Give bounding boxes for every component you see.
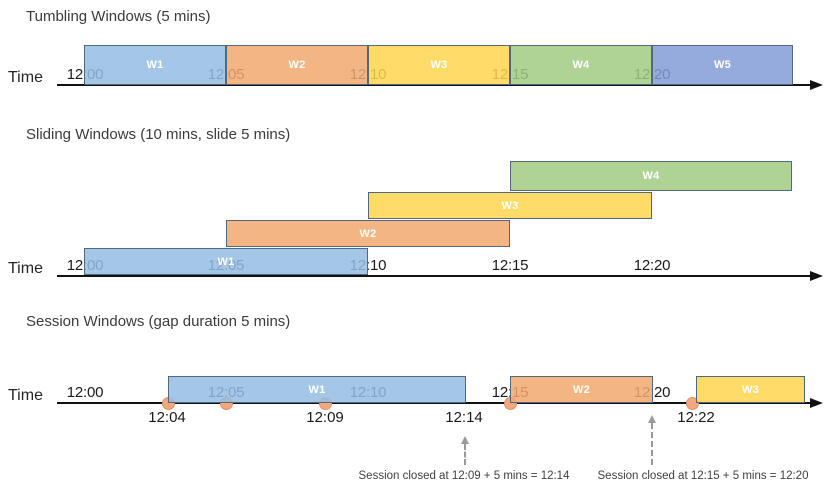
- tumbling-window-label: W5: [713, 59, 732, 71]
- sliding-window-label: W2: [359, 227, 377, 240]
- tumbling-time-axis: [57, 84, 810, 86]
- tumbling-window-w4: W4: [510, 45, 652, 85]
- tumbling-window-label: W2: [288, 59, 306, 71]
- event-time-label: 12:04: [148, 409, 186, 426]
- session-closed-arrow-stem: [464, 444, 466, 465]
- session-window-label: W1: [308, 383, 326, 396]
- tumbling-window-w5: W5: [652, 45, 793, 85]
- session-window-label: W2: [572, 383, 591, 396]
- sliding-window-label: W4: [642, 170, 660, 182]
- session-closed-arrowhead-icon: [460, 436, 469, 444]
- tumbling-window-w3: W3: [368, 45, 510, 85]
- session-axis-arrowhead-icon: [810, 398, 823, 408]
- event-time-label: 12:09: [306, 409, 344, 426]
- session-closed-annotation: Session closed at 12:15 + 5 mins = 12:20: [597, 470, 809, 482]
- sliding-window-label: W1: [217, 255, 235, 268]
- event-dot: [685, 396, 699, 410]
- session-time-axis-label: Time: [8, 387, 43, 404]
- sliding-tick-label: 12:20: [633, 257, 671, 274]
- tumbling-window-w1: W1: [84, 45, 226, 85]
- event-time-label: 12:22: [677, 409, 715, 426]
- session-window-w3: W3: [696, 376, 805, 403]
- sliding-axis-arrowhead-icon: [810, 271, 823, 281]
- tumbling-axis-arrowhead-icon: [810, 80, 823, 90]
- tumbling-section-title: Tumbling Windows (5 mins): [26, 8, 211, 25]
- session-window-w2: W2: [510, 376, 653, 403]
- tumbling-window-label: W1: [146, 59, 164, 71]
- sliding-time-axis-label: Time: [8, 260, 43, 277]
- sliding-window-w3: W3: [368, 192, 652, 219]
- event-time-label: 12:14: [445, 409, 483, 426]
- session-window-label: W3: [741, 383, 760, 396]
- session-tick-label: 12:00: [66, 384, 104, 401]
- session-closed-arrow-stem: [651, 423, 653, 465]
- sliding-window-w2: W2: [226, 220, 510, 247]
- sliding-tick-label: 12:15: [491, 257, 529, 274]
- session-window-w1: W1: [168, 376, 466, 403]
- session-closed-annotation: Session closed at 12:09 + 5 mins = 12:14: [358, 470, 570, 482]
- sliding-window-w4: W4: [510, 161, 792, 191]
- session-section-title: Session Windows (gap duration 5 mins): [26, 313, 291, 330]
- tumbling-time-axis-label: Time: [8, 69, 43, 86]
- tumbling-window-label: W3: [430, 59, 448, 71]
- sliding-window-label: W3: [501, 199, 519, 212]
- tumbling-window-label: W4: [572, 59, 590, 71]
- sliding-window-w1: W1: [84, 248, 368, 275]
- session-time-axis: [57, 402, 810, 404]
- sliding-time-axis: [57, 275, 810, 277]
- sliding-section-title: Sliding Windows (10 mins, slide 5 mins): [26, 126, 291, 143]
- session-closed-arrowhead-icon: [647, 415, 656, 423]
- tumbling-window-w2: W2: [226, 45, 368, 85]
